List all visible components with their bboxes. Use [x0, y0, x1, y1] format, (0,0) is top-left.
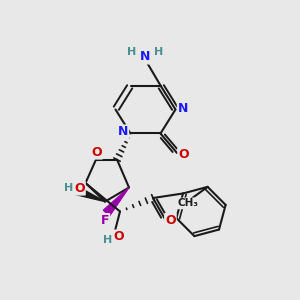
Text: N: N — [140, 50, 151, 64]
Text: O: O — [91, 146, 102, 159]
Polygon shape — [103, 188, 129, 216]
Polygon shape — [75, 187, 105, 202]
Text: H: H — [64, 183, 74, 193]
Text: F: F — [101, 214, 109, 227]
Text: H: H — [154, 47, 164, 58]
Text: O: O — [178, 148, 189, 161]
Text: O: O — [165, 214, 176, 227]
Text: H: H — [103, 235, 112, 245]
Text: N: N — [178, 101, 188, 115]
Text: CH₃: CH₃ — [178, 198, 199, 208]
Text: O: O — [74, 182, 85, 195]
Text: H: H — [128, 47, 136, 58]
Text: N: N — [118, 125, 128, 139]
Text: O: O — [113, 230, 124, 244]
